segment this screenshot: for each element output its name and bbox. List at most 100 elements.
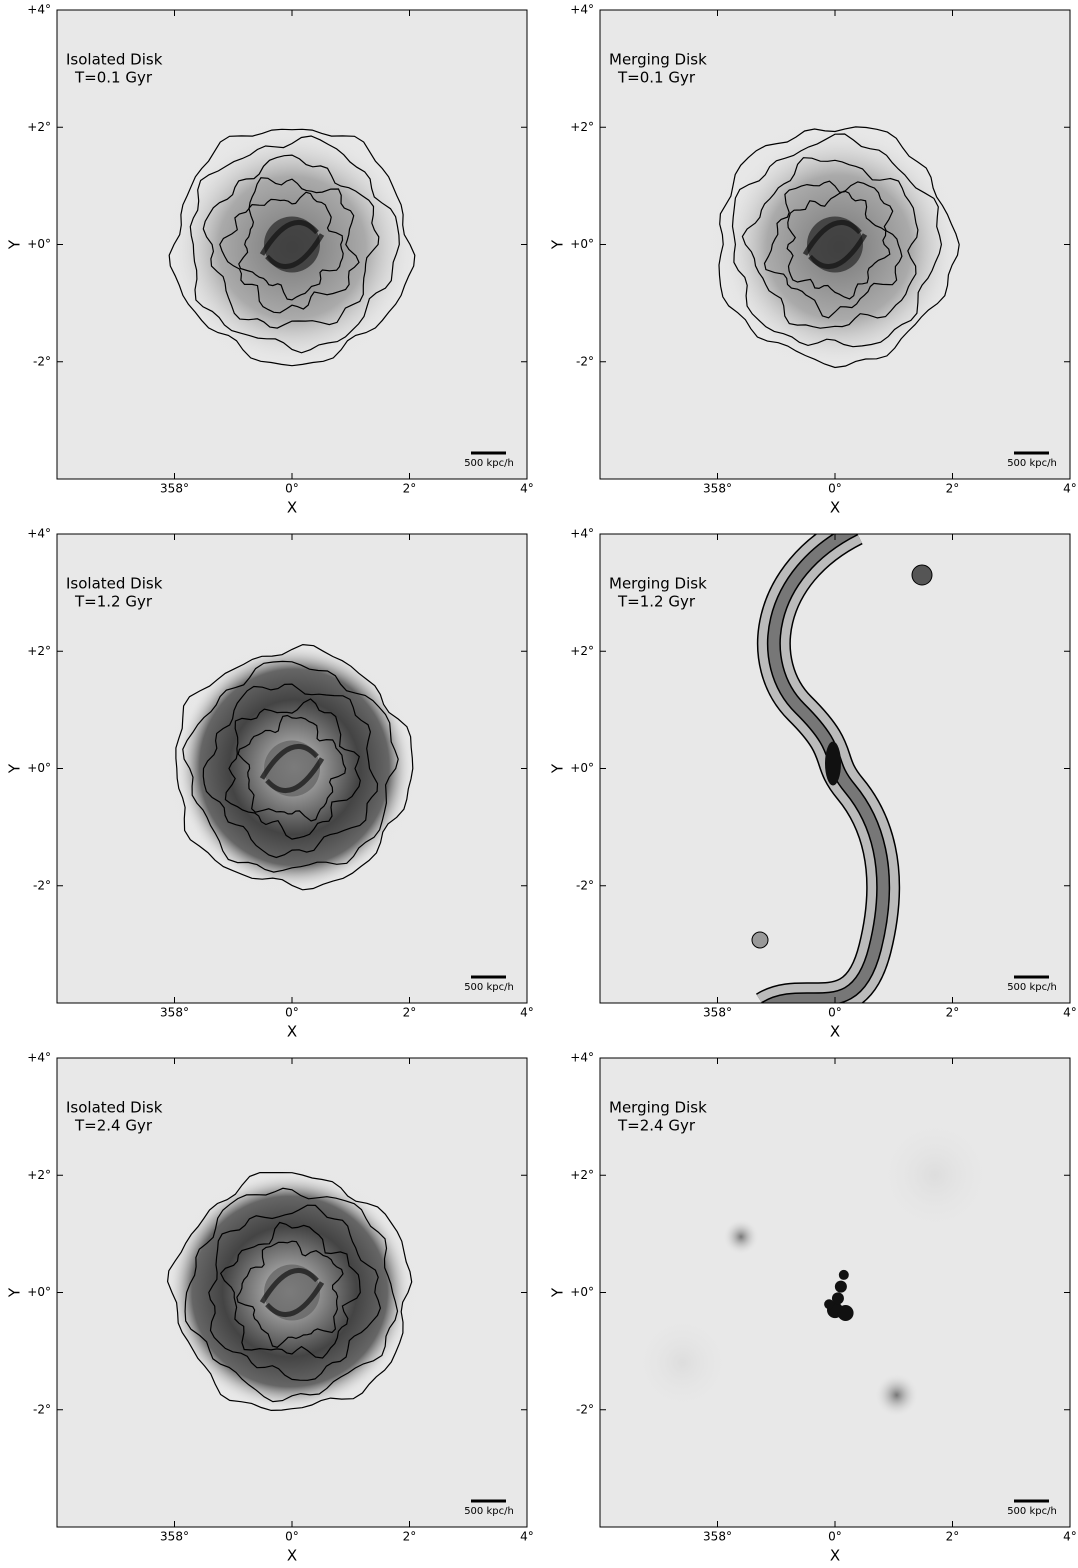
x-tick-label: 4° xyxy=(1063,1530,1077,1544)
x-tick-label: 4° xyxy=(520,482,534,496)
y-tick-label: -2° xyxy=(576,878,594,892)
contour xyxy=(718,126,960,369)
x-tick-label: 4° xyxy=(1063,482,1077,496)
y-axis-label: Y xyxy=(549,1287,567,1298)
x-tick-label: 0° xyxy=(828,482,842,496)
y-tick-label: +0° xyxy=(570,237,594,251)
y-tick-label: -2° xyxy=(33,1402,51,1416)
y-tick-label: +0° xyxy=(27,1285,51,1299)
remnant-core xyxy=(837,1305,854,1322)
density-map xyxy=(134,610,450,927)
contour xyxy=(168,128,416,367)
panel-title: Merging Disk xyxy=(609,1099,707,1117)
panel: 358° 0° 2° 4° +4° +2° +0° -2° X Y Merging DiskT=1.… xyxy=(549,527,1077,1041)
density-map xyxy=(632,1115,995,1418)
faint-halo xyxy=(632,1312,733,1413)
x-tick-label: 4° xyxy=(520,1530,534,1544)
y-tick-label: +4° xyxy=(27,527,51,541)
x-tick-label: 0° xyxy=(285,1006,299,1020)
y-tick-label: +2° xyxy=(27,1168,51,1182)
x-tick-label: 358° xyxy=(160,1006,189,1020)
contour xyxy=(184,1187,399,1403)
spiral-arm xyxy=(259,744,325,793)
contour xyxy=(208,1204,382,1381)
x-tick-label: 2° xyxy=(946,1530,960,1544)
y-tick-label: -2° xyxy=(576,354,594,368)
spiral-arm xyxy=(259,220,325,269)
y-tick-label: +4° xyxy=(570,1051,594,1065)
contour xyxy=(189,135,400,354)
panel-time: T=1.2 Gyr xyxy=(74,593,153,611)
panel-time: T=1.2 Gyr xyxy=(617,593,696,611)
remnant-core xyxy=(831,1292,844,1305)
contour xyxy=(182,660,399,873)
y-axis-label: Y xyxy=(549,763,567,774)
x-tick-label: 2° xyxy=(946,1006,960,1020)
contour xyxy=(166,1172,413,1412)
x-tick-label: 4° xyxy=(1063,1006,1077,1020)
x-tick-label: 358° xyxy=(703,1530,732,1544)
satellite-glow xyxy=(723,1218,759,1255)
x-axis-label: X xyxy=(830,499,840,517)
y-tick-label: +4° xyxy=(27,1051,51,1065)
scale-bar-label: 500 kpc/h xyxy=(1007,1506,1057,1517)
x-tick-label: 2° xyxy=(403,482,417,496)
contour xyxy=(219,1221,361,1359)
y-tick-label: +4° xyxy=(27,3,51,17)
y-tick-label: +4° xyxy=(570,3,594,17)
scale-bar-label: 500 kpc/h xyxy=(1007,982,1057,993)
y-tick-label: +2° xyxy=(570,120,594,134)
x-axis-label: X xyxy=(287,1547,297,1565)
scale-bar-label: 500 kpc/h xyxy=(464,458,514,469)
x-axis-label: X xyxy=(830,1023,840,1041)
panel-title: Isolated Disk xyxy=(66,1099,163,1117)
contour xyxy=(175,643,414,891)
contour xyxy=(202,683,379,859)
contour xyxy=(786,190,891,300)
panel-title: Merging Disk xyxy=(609,51,707,69)
y-tick-label: +0° xyxy=(570,761,594,775)
x-axis-label: X xyxy=(830,1547,840,1565)
satellite xyxy=(751,931,769,949)
panel-time: T=2.4 Gyr xyxy=(74,1117,153,1135)
contour xyxy=(224,698,361,840)
tidal-stream-core xyxy=(762,534,889,1003)
x-tick-label: 2° xyxy=(403,1530,417,1544)
y-tick-label: +0° xyxy=(570,1285,594,1299)
y-tick-label: +4° xyxy=(570,527,594,541)
spiral-arm xyxy=(259,1268,325,1317)
contour xyxy=(236,1240,344,1348)
panel-time: T=0.1 Gyr xyxy=(74,69,153,87)
satellite-glow xyxy=(874,1373,919,1418)
x-axis-label: X xyxy=(287,1023,297,1041)
x-tick-label: 4° xyxy=(520,1006,534,1020)
y-axis-label: Y xyxy=(6,239,24,250)
density-map xyxy=(677,86,993,403)
x-tick-label: 0° xyxy=(285,482,299,496)
contour xyxy=(731,133,943,348)
y-tick-label: +2° xyxy=(27,644,51,658)
contour xyxy=(219,177,360,314)
y-axis-label: Y xyxy=(549,239,567,250)
y-tick-label: +0° xyxy=(27,761,51,775)
y-tick-label: +2° xyxy=(27,120,51,134)
panel-title: Isolated Disk xyxy=(66,575,163,593)
panel-time: T=2.4 Gyr xyxy=(617,1117,696,1135)
panel: 358° 0° 2° 4° +4° +2° +0° -2° X Y Merging DiskT=0.… xyxy=(549,3,1077,517)
panel-time: T=0.1 Gyr xyxy=(617,69,696,87)
remnant-core xyxy=(824,1299,835,1310)
x-tick-label: 358° xyxy=(160,482,189,496)
y-tick-label: +0° xyxy=(27,237,51,251)
contour xyxy=(202,154,380,329)
x-tick-label: 2° xyxy=(946,482,960,496)
contour xyxy=(763,180,903,319)
x-tick-label: 0° xyxy=(285,1530,299,1544)
panel-title: Merging Disk xyxy=(609,575,707,593)
x-tick-label: 358° xyxy=(160,1530,189,1544)
contour xyxy=(237,714,347,822)
x-axis-label: X xyxy=(287,499,297,517)
remnant-core xyxy=(834,1280,847,1293)
y-tick-label: -2° xyxy=(33,878,51,892)
y-tick-label: +2° xyxy=(570,644,594,658)
